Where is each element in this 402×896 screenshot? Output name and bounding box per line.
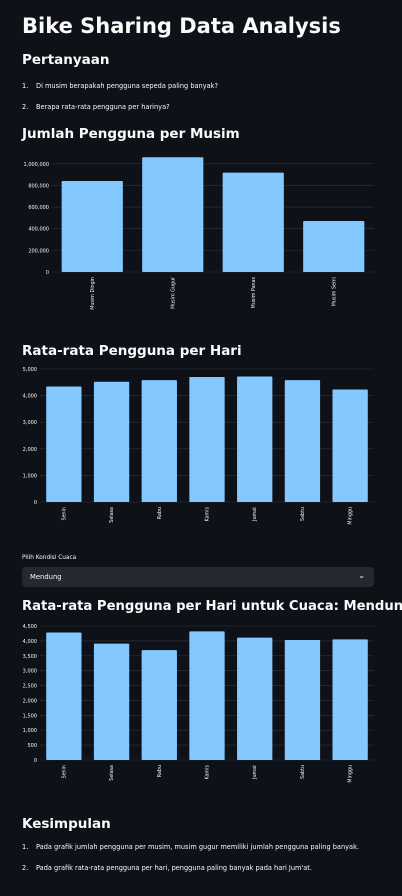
x-tick-label: Selasa	[109, 765, 115, 781]
conclusion-text: Pada grafik rata-rata pengguna per hari,…	[36, 864, 312, 872]
bar	[284, 380, 321, 502]
conclusion-text: Pada grafik jumlah pengguna per musim, m…	[36, 843, 360, 851]
y-tick-label: 3,000	[23, 669, 37, 675]
bar	[332, 639, 368, 760]
bar	[189, 631, 225, 760]
daily-chart: 0 1,000 2,000 3,000 4,000 5,000 Senin Selasa Rab…	[0, 364, 402, 544]
x-tick-label: Sabtu	[300, 765, 306, 779]
x-tick-label: Musim Gugur	[170, 277, 176, 309]
y-tick-label: 800,000	[28, 183, 49, 189]
bar	[141, 380, 177, 502]
y-tick-label: 400,000	[28, 227, 49, 233]
chevron-down-icon: ⌄	[358, 571, 365, 580]
bar	[237, 637, 273, 760]
x-tick-label: Jumat	[252, 765, 258, 780]
x-tick-label: Rabu	[157, 765, 163, 777]
y-tick-label: 4,000	[23, 394, 37, 400]
y-tick-label: 2,000	[23, 698, 37, 704]
x-tick-label: Jumat	[252, 507, 258, 522]
bar	[303, 221, 365, 272]
x-tick-label: Senin	[61, 765, 67, 778]
x-tick-label: Minggu	[348, 765, 354, 783]
y-tick-label: 4,000	[23, 639, 37, 645]
list-item: 1. Pada grafik jumlah pengguna per musim,…	[22, 843, 360, 851]
questions-list: 1. Di musim berapakah pengguna sepeda pal…	[22, 82, 218, 124]
x-tick-label: Musim Dingin	[90, 277, 96, 310]
y-tick-label: 0	[46, 270, 49, 276]
y-tick-label: 1,000	[23, 728, 37, 734]
y-tick-label: 200,000	[28, 248, 49, 254]
bar	[61, 180, 123, 272]
question-text: Berapa rata-rata pengguna per harinya?	[36, 103, 170, 111]
x-tick-label: Senin	[61, 507, 67, 520]
x-tick-label: Kamis	[205, 765, 211, 780]
y-tick-label: 1,000,000	[24, 162, 49, 168]
weather-select-label: Pilih Kondisi Cuaca	[22, 555, 77, 561]
bar	[46, 386, 82, 502]
weather-chart: 0 500 1,000 1,500 2,000 2,500 3,000 3,500 4,000 4…	[0, 622, 402, 802]
y-tick-label: 1,500	[23, 713, 37, 719]
list-item: 2. Berapa rata-rata pengguna per harinya?	[22, 103, 170, 111]
y-tick-label: 500	[27, 743, 37, 749]
page-title: Bike Sharing Data Analysis	[22, 14, 341, 38]
y-tick-label: 5,000	[23, 367, 37, 373]
conclusion-list: 1. Pada grafik jumlah pengguna per musim,…	[22, 843, 359, 885]
x-tick-label: Minggu	[348, 507, 354, 525]
question-text: Di musim berapakah pengguna sepeda palin…	[36, 82, 218, 90]
bar	[284, 639, 321, 760]
y-tick-label: 0	[34, 758, 37, 764]
y-tick-label: 2,500	[23, 684, 37, 690]
x-tick-label: Musim Panas	[251, 277, 257, 309]
weather-select-value: Mendung	[30, 573, 62, 581]
y-tick-label: 1,000	[23, 473, 37, 479]
bar	[93, 643, 130, 760]
x-tick-label: Musim Semi	[331, 277, 337, 306]
bar	[142, 157, 204, 272]
x-tick-label: Sabtu	[300, 507, 306, 521]
bar	[222, 172, 284, 272]
weather-chart-title: Rata-rata Pengguna per Hari untuk Cuaca:…	[22, 599, 402, 614]
bar	[46, 632, 82, 760]
y-tick-label: 3,000	[23, 420, 37, 426]
bar	[189, 376, 225, 502]
x-tick-label: Kamis	[205, 507, 211, 522]
season-chart-title: Jumlah Pengguna per Musim	[22, 126, 240, 142]
y-tick-label: 2,000	[23, 447, 37, 453]
bar	[237, 376, 273, 502]
y-tick-label: 3,500	[23, 654, 37, 660]
y-tick-label: 0	[34, 500, 37, 506]
x-tick-label: Selasa	[109, 507, 115, 523]
daily-chart-title: Rata-rata Pengguna per Hari	[22, 343, 242, 359]
conclusion-heading: Kesimpulan	[22, 816, 111, 832]
x-tick-label: Rabu	[157, 507, 163, 519]
questions-heading: Pertanyaan	[22, 52, 110, 68]
y-tick-label: 600,000	[28, 205, 49, 211]
list-item: 2. Pada grafik rata-rata pengguna per har…	[22, 864, 312, 872]
list-item: 1. Di musim berapakah pengguna sepeda pal…	[22, 82, 218, 90]
season-chart: 0 200,000 400,000 600,000 800,000 1,000,000 Mu…	[0, 150, 402, 320]
weather-select[interactable]: Mendung ⌄	[22, 567, 374, 587]
bar	[141, 650, 177, 760]
y-tick-label: 4,500	[23, 624, 37, 630]
bar	[93, 381, 130, 502]
bar	[332, 389, 368, 502]
